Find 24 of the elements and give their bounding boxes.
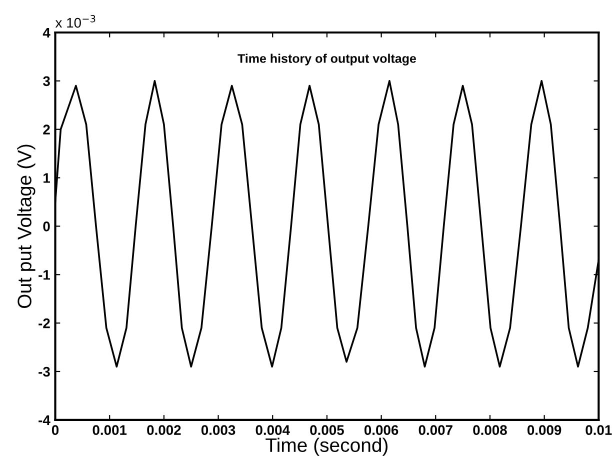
y-tick-label: -1 [38,270,50,280]
x-tick-label: 0.008 [473,425,507,435]
x-tick-label: 0 [52,425,59,435]
y-tick-label: 3 [42,76,50,86]
y-tick-label: 2 [43,124,50,134]
x-tick-label: 0.002 [147,425,181,435]
y-tick-label: 0 [43,222,50,232]
y-tick-label: 4 [42,28,50,38]
text: x 10$^{−3}$ [55,15,96,28]
y-tick-label: 1 [44,173,50,183]
x-tick-label: 0.005 [310,425,344,435]
y-axis-title: Out put Voltage (V) [17,144,36,308]
x-tick-label: 0.009 [527,425,562,435]
x-tick-label: 0.003 [201,425,236,435]
x-tick-label: 0.01 [586,425,612,435]
x-tick-label: 0.001 [92,425,127,435]
y-tick-label: -4 [38,415,50,425]
x-tick-label: 0.006 [364,425,398,435]
x-axis-title: Time (second) [266,438,388,456]
y-tick-label: -3 [38,366,50,377]
text: Time history of output voltage [238,54,416,66]
x-tick-label: 0.007 [418,425,452,435]
x-tick-label: 0.004 [256,425,290,435]
y-tick-label: -2 [38,318,50,328]
